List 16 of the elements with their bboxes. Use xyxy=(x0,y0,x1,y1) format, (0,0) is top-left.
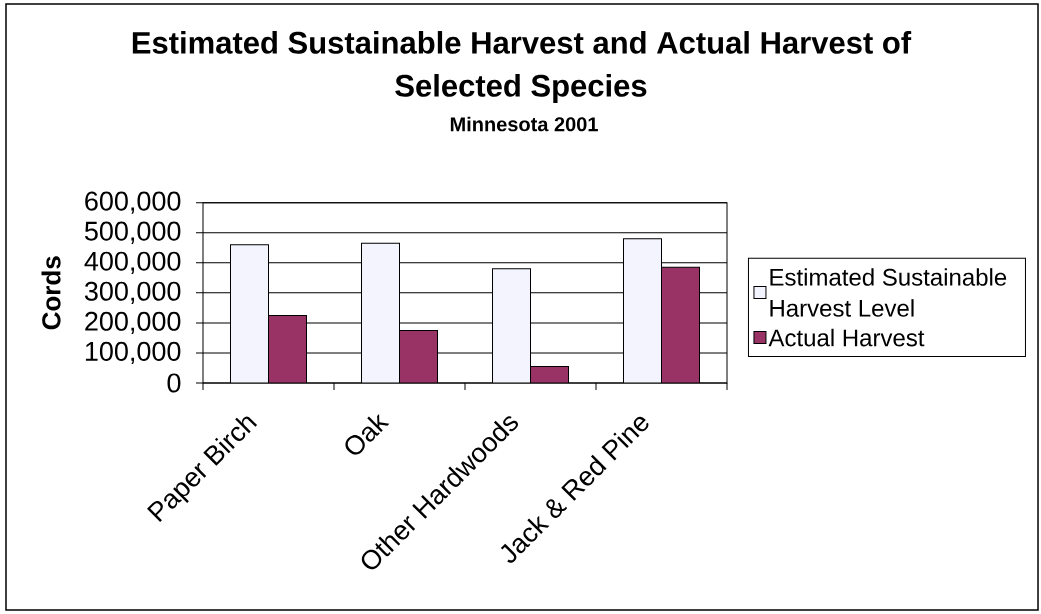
bar xyxy=(268,314,307,383)
legend-label: Actual Harvest xyxy=(768,328,925,347)
y-axis-title: Cords xyxy=(41,256,61,330)
y-tick-label: 0 xyxy=(167,373,181,393)
y-tick-label: 100,000 xyxy=(85,341,181,365)
legend-label: Estimated Sustainable Harvest Level xyxy=(770,268,1007,317)
bar xyxy=(399,329,438,383)
bar xyxy=(661,266,700,383)
y-tick-label: 300,000 xyxy=(84,281,181,304)
x-tick-label: Oak xyxy=(345,413,390,455)
chart-subtitle: Minnesota 2001 xyxy=(450,116,598,132)
chart-title: Estimated Sustainable Harvest and Actual Harvest of Selected Species xyxy=(132,31,912,103)
y-tick-label: 600,000 xyxy=(85,191,181,214)
y-tick-label: 400,000 xyxy=(84,251,181,274)
y-tick-label: 500,000 xyxy=(84,221,181,244)
y-tick-label: 200,000 xyxy=(85,311,181,335)
